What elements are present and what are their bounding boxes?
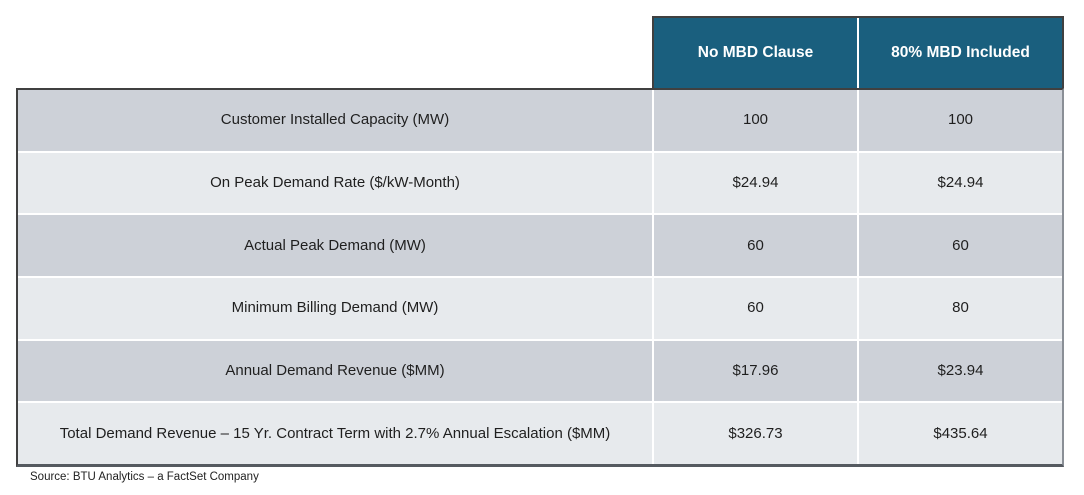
column-header-80pct-mbd-included: 80% MBD Included <box>857 18 1062 88</box>
row-label: On Peak Demand Rate ($/kW-Month) <box>210 174 460 192</box>
column-header-no-mbd-clause: No MBD Clause <box>697 44 814 61</box>
table-row: Actual Peak Demand (MW) 60 60 <box>18 213 1062 277</box>
row-value-no-mbd: 60 <box>652 215 857 277</box>
row-value-mbd-included: $24.94 <box>857 152 1062 214</box>
row-label: Minimum Billing Demand (MW) <box>231 299 439 317</box>
source-attribution: Source: BTU Analytics – a FactSet Compan… <box>30 471 259 483</box>
row-value-no-mbd: $24.94 <box>652 152 857 214</box>
table-row: On Peak Demand Rate ($/kW-Month) $24.94 … <box>18 150 1062 214</box>
row-value-mbd-included: 60 <box>857 215 1062 277</box>
row-label: Total Demand Revenue – 15 Yr. Contract T… <box>59 424 611 442</box>
table-row: Total Demand Revenue – 15 Yr. Contract T… <box>18 401 1062 465</box>
row-label: Customer Installed Capacity (MW) <box>220 111 450 129</box>
row-value-mbd-included: $435.64 <box>857 403 1062 465</box>
row-value-mbd-included: 80 <box>857 278 1062 339</box>
row-value-no-mbd: $326.73 <box>652 403 857 465</box>
row-value-mbd-included: $23.94 <box>857 340 1062 402</box>
row-value-no-mbd: $17.96 <box>652 340 857 402</box>
table-header-row: No MBD Clause 80% MBD Included <box>652 16 1064 88</box>
row-value-mbd-included: 100 <box>857 90 1062 151</box>
table-body: Customer Installed Capacity (MW) 100 100… <box>16 88 1064 467</box>
table-row: Minimum Billing Demand (MW) 60 80 <box>18 276 1062 339</box>
row-value-no-mbd: 60 <box>652 278 857 339</box>
row-value-no-mbd: 100 <box>652 90 857 151</box>
row-label: Actual Peak Demand (MW) <box>244 236 426 254</box>
table-row: Customer Installed Capacity (MW) 100 100 <box>18 90 1062 151</box>
table-row: Annual Demand Revenue ($MM) $17.96 $23.9… <box>18 338 1062 402</box>
row-label: Annual Demand Revenue ($MM) <box>225 362 445 380</box>
